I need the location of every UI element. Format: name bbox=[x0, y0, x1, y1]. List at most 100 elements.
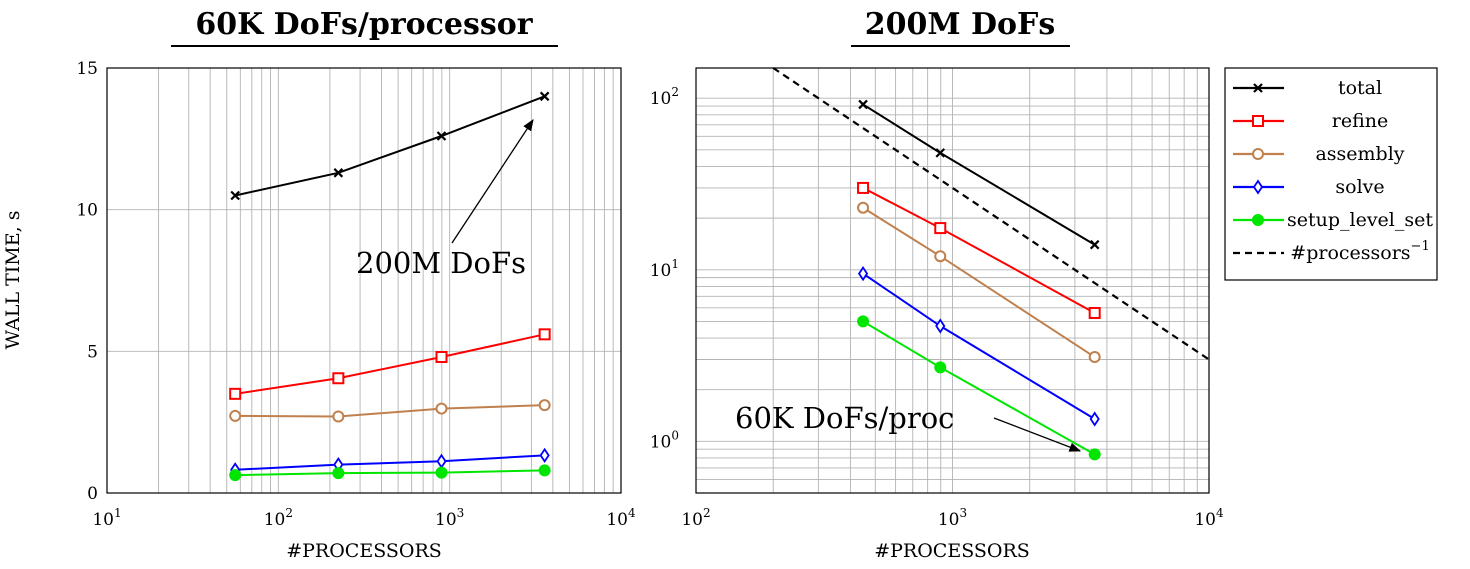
series-line bbox=[862, 272, 1096, 420]
data-point bbox=[538, 464, 551, 477]
data-point bbox=[332, 372, 345, 385]
chart-title: 200M DoFs bbox=[865, 7, 1056, 42]
legend-label: refine bbox=[1332, 110, 1388, 132]
data-point bbox=[1088, 351, 1101, 364]
series-total bbox=[230, 91, 550, 201]
x-tick-label: 101 bbox=[92, 506, 121, 530]
data-point bbox=[538, 399, 551, 412]
series-line bbox=[235, 469, 545, 477]
legend-marker bbox=[1252, 148, 1264, 160]
y-tick-label: 101 bbox=[650, 257, 679, 281]
series-solve bbox=[857, 265, 1100, 427]
legend-label: setup_level_set bbox=[1287, 209, 1433, 231]
y-axis-label: WALL TIME, s bbox=[2, 211, 24, 350]
reference-line bbox=[772, 67, 1210, 361]
grid-lines bbox=[107, 68, 621, 493]
data-point bbox=[539, 447, 550, 463]
strong-scaling-chart: 200M DoFs 102 103 104 100 101 102 #PROCESSORS… bbox=[650, 7, 1224, 562]
series-refine bbox=[857, 181, 1101, 319]
series-group bbox=[772, 67, 1210, 461]
series-assembly bbox=[229, 399, 551, 423]
x-tick-label: 104 bbox=[606, 506, 636, 530]
x-tick-label: 103 bbox=[938, 506, 967, 530]
data-point bbox=[229, 469, 242, 482]
data-point bbox=[934, 250, 947, 263]
series-refine bbox=[229, 328, 551, 400]
series-line bbox=[235, 333, 545, 395]
legend-label: total bbox=[1338, 77, 1382, 99]
series-group bbox=[229, 91, 551, 482]
legend: total refine assembly solve setup_level_set #… bbox=[1224, 67, 1438, 281]
x-tick-label: 103 bbox=[435, 506, 464, 530]
legend-label: assembly bbox=[1315, 143, 1404, 165]
x-tick-label: 102 bbox=[264, 506, 293, 530]
data-point bbox=[436, 453, 447, 469]
data-point bbox=[435, 351, 448, 363]
data-point bbox=[857, 265, 869, 282]
weak-scaling-chart: 60K DoFs/processor 101 102 103 104 0 5 10 15 #P… bbox=[2, 7, 636, 562]
data-point bbox=[539, 91, 550, 102]
chart-title: 60K DoFs/processor bbox=[195, 7, 533, 42]
data-point bbox=[857, 201, 870, 214]
data-point bbox=[538, 328, 551, 341]
x-tick-label: 104 bbox=[1194, 506, 1224, 530]
legend-entry-assembly: assembly bbox=[1233, 143, 1405, 165]
tick-labels: 101 102 103 104 0 5 10 15 bbox=[76, 59, 636, 530]
series-line bbox=[234, 95, 546, 197]
legend-entry-refine: refine bbox=[1233, 110, 1388, 132]
series-setup-level-set bbox=[857, 315, 1101, 461]
legend-marker bbox=[1252, 214, 1264, 226]
series-line bbox=[862, 103, 1096, 246]
series-assembly bbox=[857, 201, 1101, 364]
data-point bbox=[229, 387, 242, 400]
data-point bbox=[1089, 239, 1100, 250]
data-point bbox=[1089, 411, 1100, 427]
data-point bbox=[333, 168, 344, 178]
data-point bbox=[435, 466, 448, 479]
x-tick-label: 102 bbox=[681, 506, 710, 530]
series-line bbox=[235, 454, 545, 471]
series-total bbox=[858, 99, 1100, 250]
data-point bbox=[435, 402, 448, 415]
series-line bbox=[862, 206, 1096, 358]
legend-marker bbox=[1253, 83, 1263, 93]
y-tick-label: 5 bbox=[87, 342, 98, 362]
data-point bbox=[229, 409, 242, 422]
y-tick-label: 0 bbox=[87, 484, 98, 504]
legend-entry-total: total bbox=[1233, 77, 1382, 99]
data-point bbox=[230, 190, 240, 201]
data-point bbox=[934, 222, 947, 235]
data-point bbox=[1088, 448, 1101, 461]
data-point bbox=[332, 410, 345, 423]
data-point bbox=[858, 99, 868, 110]
data-point bbox=[436, 131, 447, 141]
y-tick-label: 100 bbox=[650, 428, 679, 452]
data-point bbox=[332, 467, 345, 480]
data-point bbox=[935, 148, 946, 158]
annotation-label: 60K DoFs/proc bbox=[735, 401, 954, 435]
legend-marker bbox=[1252, 115, 1264, 127]
y-tick-label: 102 bbox=[650, 85, 679, 109]
legend-entry-setup-level-set: setup_level_set bbox=[1233, 209, 1433, 231]
data-point bbox=[1088, 306, 1101, 319]
legend-entry-reference: #processors−1 bbox=[1233, 239, 1430, 264]
legend-label: #processors−1 bbox=[1290, 239, 1429, 264]
x-axis-label: #PROCESSORS bbox=[286, 540, 442, 562]
plot-area-frame bbox=[106, 67, 622, 494]
data-point bbox=[934, 361, 947, 374]
data-point bbox=[857, 181, 870, 194]
data-point bbox=[857, 315, 870, 328]
legend-label: solve bbox=[1335, 176, 1384, 198]
annotation-label: 200M DoFs bbox=[356, 246, 526, 280]
legend-frame bbox=[1224, 67, 1438, 281]
grid-lines bbox=[696, 68, 1209, 493]
plot-area-frame bbox=[695, 67, 1210, 494]
series-line bbox=[862, 187, 1096, 314]
y-tick-label: 15 bbox=[76, 59, 98, 79]
legend-entry-solve: solve bbox=[1233, 176, 1385, 198]
annotation-arrow bbox=[993, 417, 1082, 452]
annotation-arrow bbox=[451, 119, 534, 244]
series-setup-level-set bbox=[229, 464, 551, 482]
legend-marker bbox=[1252, 179, 1264, 195]
